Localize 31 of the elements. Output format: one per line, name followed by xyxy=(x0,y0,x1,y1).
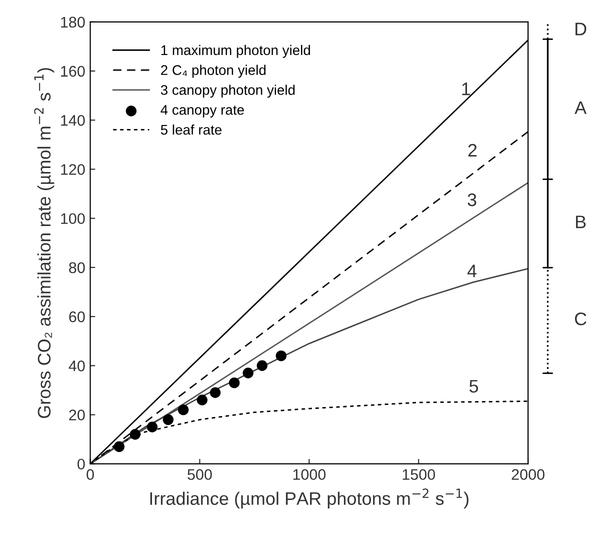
legend-label: 3 canopy photon yield xyxy=(160,84,295,98)
y-tick-label: 40 xyxy=(68,360,85,372)
y-axis-title: Gross CO₂ assimilation rate (µmol m$^{−2}$ s$^{−1}$) xyxy=(34,68,54,418)
annotation: 3 xyxy=(468,193,476,206)
legend-label: 1 maximum photon yield xyxy=(161,44,310,58)
y-tick-label: 0 xyxy=(78,458,85,470)
y-tick-label: 20 xyxy=(69,410,85,420)
y-tick-label: 100 xyxy=(61,213,85,224)
annotation: 4 xyxy=(467,264,477,278)
annotation: 5 xyxy=(469,380,478,393)
annotation: 2 xyxy=(468,144,477,157)
x-tick-label: 500 xyxy=(188,469,212,480)
y-tick-label: 80 xyxy=(69,262,85,274)
y-tick-label: 60 xyxy=(69,311,85,322)
x-tick-label: 1500 xyxy=(402,469,436,480)
x-tick-label: 1000 xyxy=(293,469,326,480)
legend-label: 2 C₄ photon yield xyxy=(161,64,266,78)
y-tick-label: 160 xyxy=(61,66,85,77)
legend-label: 4 canopy rate xyxy=(160,105,244,118)
annotation: 1 xyxy=(462,82,470,96)
text: D xyxy=(576,22,586,36)
text: C xyxy=(574,312,586,326)
x-tick-label: 0 xyxy=(86,469,94,480)
x-axis-title: Irradiance (µmol PAR photons m$^{−2}$ s$^{−1}$) xyxy=(150,488,468,509)
y-tick-label: 120 xyxy=(61,164,85,175)
x-tick-label: 2000 xyxy=(512,469,544,480)
y-tick-label: 180 xyxy=(61,16,85,28)
y-tick-label: 140 xyxy=(61,115,85,126)
text: A xyxy=(574,101,587,114)
legend-label: 5 leaf rate xyxy=(160,124,222,135)
text: B xyxy=(576,216,586,228)
